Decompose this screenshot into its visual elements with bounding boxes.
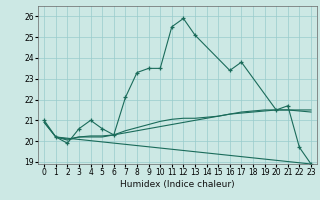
X-axis label: Humidex (Indice chaleur): Humidex (Indice chaleur) <box>120 180 235 189</box>
